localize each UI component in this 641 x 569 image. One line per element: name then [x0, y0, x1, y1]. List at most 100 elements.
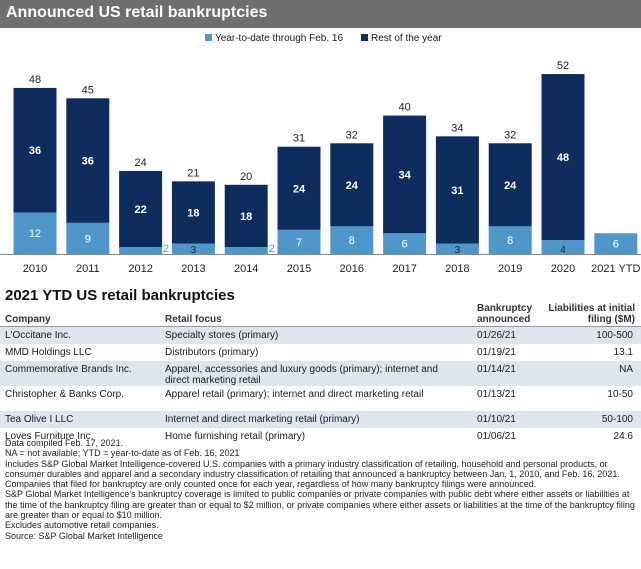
x-tick-label: 2015 [287, 263, 311, 275]
table-header: Company Retail focus Bankruptcy announce… [0, 302, 641, 327]
bar-ytd [488, 226, 532, 254]
data-label-total: 48 [29, 74, 41, 86]
bar-ytd [383, 233, 427, 254]
table-row: L'Occitane Inc. Specialty stores (primary… [0, 327, 641, 344]
table-row: Loves Furniture Inc. Home furnishing reta… [0, 428, 641, 445]
bar-rest [171, 181, 215, 244]
cell-retail-focus: Home furnishing retail (primary) [165, 431, 306, 442]
data-label-total: 32 [346, 129, 358, 141]
data-label-total: 32 [504, 129, 516, 141]
data-label-rest: 24 [293, 183, 306, 195]
table-row: Christopher & Banks Corp. Apparel retail … [0, 386, 641, 411]
data-label-total: 52 [557, 60, 569, 72]
data-label-total: 31 [293, 133, 305, 145]
cell-company: Tea Olive I LLC [5, 414, 74, 425]
data-label-ytd: 9 [85, 233, 91, 245]
x-tick-label: 2014 [234, 263, 258, 275]
cell-liabilities: 50-100 [601, 414, 633, 425]
bar-rest [435, 136, 479, 244]
bar-rest [224, 184, 268, 248]
footnote-line: Excludes automotive retail companies. [5, 520, 159, 531]
footnotes: Data compiled Feb. 17, 2021. NA = not ava… [5, 438, 637, 541]
cell-announced: 01/19/21 [477, 347, 516, 358]
x-tick-label: 2019 [498, 263, 522, 275]
footnote-line: Source: S&P Global Market Intelligence [5, 530, 163, 541]
table-body: L'Occitane Inc. Specialty stores (primary… [0, 327, 641, 445]
cell-company: Christopher & Banks Corp. [5, 389, 124, 400]
bar-ytd [277, 229, 321, 254]
data-label-total: 40 [398, 102, 410, 114]
bar-ytd [13, 212, 57, 254]
table-row: Commemorative Brands Inc. Apparel, access… [0, 361, 641, 386]
data-label-rest: 18 [187, 207, 199, 219]
bar-ytd [224, 247, 268, 254]
bar-rest [13, 87, 57, 213]
data-label-rest: 24 [504, 180, 517, 192]
cell-retail-focus: Internet and direct marketing retail (pr… [165, 414, 360, 425]
bar-ytd [330, 226, 374, 254]
col-liabilities: Liabilities at initial filing ($M) [548, 303, 635, 325]
data-label-total: 20 [240, 171, 252, 183]
col-announced: Bankruptcy announced [477, 303, 533, 325]
data-label-rest: 36 [29, 145, 41, 157]
x-tick-label: 2011 [76, 263, 100, 275]
bar-ytd [119, 247, 163, 254]
x-tick-label: 2018 [445, 263, 469, 275]
data-label-ytd: 3 [455, 245, 461, 256]
data-label-ytd: 7 [296, 237, 302, 249]
data-label-rest: 34 [398, 169, 411, 181]
data-label-rest: 31 [451, 185, 463, 197]
cell-liabilities: 10-50 [607, 389, 633, 400]
data-label-total: 21 [187, 167, 199, 179]
legend-swatch-ytd [205, 34, 212, 41]
cell-retail-focus: Distributors (primary) [165, 347, 259, 358]
cell-company: MMD Holdings LLC [5, 347, 92, 358]
table-row: Tea Olive I LLC Internet and direct marke… [0, 411, 641, 428]
footnote-line: Includes S&P Global Market Intelligence-… [5, 458, 620, 490]
cell-liabilities: NA [619, 364, 633, 375]
data-label-rest: 36 [82, 156, 94, 168]
bar-ytd [541, 240, 585, 254]
cell-announced: 01/06/21 [477, 431, 516, 442]
data-label-rest: 22 [134, 204, 146, 216]
cell-liabilities: 100-500 [596, 330, 633, 341]
data-label-rest: 18 [240, 211, 252, 223]
bar-rest [488, 143, 532, 227]
data-label-ytd: 3 [191, 245, 197, 256]
data-label-total: 34 [451, 122, 463, 134]
data-label-total: 24 [134, 157, 146, 169]
data-label-ytd: 12 [29, 228, 41, 240]
bar-rest [66, 98, 110, 223]
bar-rest [330, 143, 374, 227]
bar-rest [119, 170, 163, 248]
cell-company: Loves Furniture Inc. [5, 431, 94, 442]
legend-label-ytd: Year-to-date through Feb. 16 [215, 33, 343, 44]
cell-retail-focus: Apparel, accessories and luxury goods (p… [165, 364, 438, 386]
col-retail-focus: Retail focus [165, 314, 222, 325]
bar-ytd [66, 222, 110, 254]
bar-ytd [435, 243, 479, 254]
cell-liabilities: 13.1 [613, 347, 633, 358]
table-row: MMD Holdings LLC Distributors (primary) 01… [0, 344, 641, 361]
bar-ytd [594, 233, 638, 254]
data-label-ytd: 4 [560, 245, 566, 256]
x-tick-label: 2013 [181, 263, 205, 275]
cell-announced: 01/26/21 [477, 330, 516, 341]
bar-rest [277, 146, 321, 230]
cell-retail-focus: Specialty stores (primary) [165, 330, 279, 341]
legend-label-rest: Rest of the year [371, 33, 442, 44]
data-label-ytd: 6 [613, 239, 619, 251]
bar-rest [541, 74, 585, 241]
footnote-line: Data compiled Feb. 17, 2021. [5, 438, 124, 448]
footnote-line: S&P Global Market Intelligence's bankrup… [5, 489, 635, 521]
data-label-ytd: 2 [163, 243, 169, 255]
x-tick-label: 2017 [392, 263, 416, 275]
data-label-rest: 24 [346, 180, 359, 192]
col-company: Company [5, 314, 51, 325]
cell-liabilities: 24.6 [613, 431, 633, 442]
chart-title: Announced US retail bankruptcies [6, 4, 268, 21]
data-label-ytd: 2 [269, 243, 275, 255]
bar-rest [383, 115, 427, 234]
bar-ytd [171, 243, 215, 254]
x-tick-label: 2010 [23, 263, 47, 275]
